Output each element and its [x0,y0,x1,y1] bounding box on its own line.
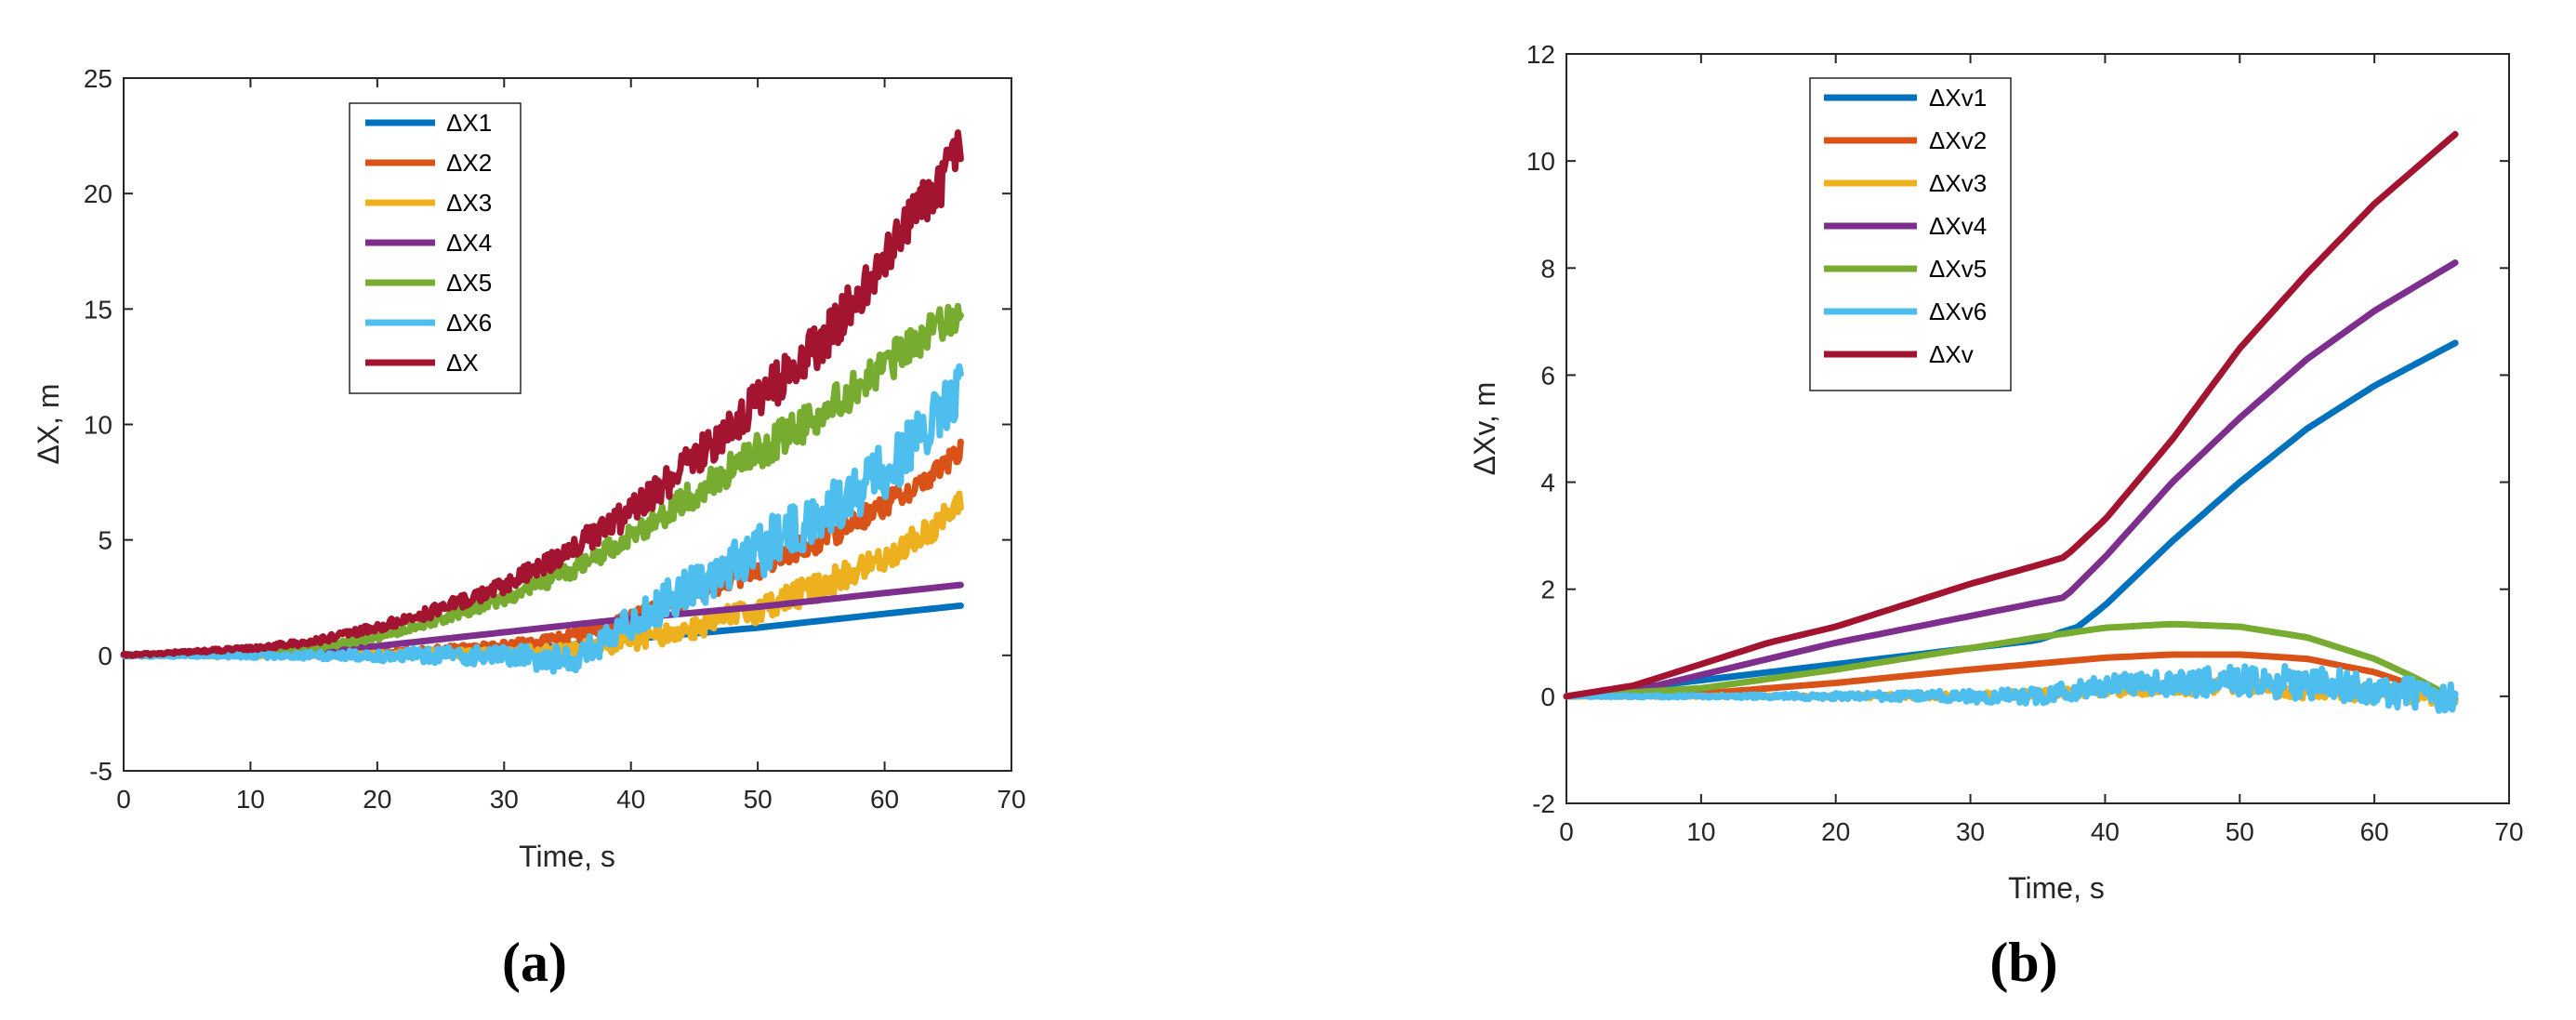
x-tick-label: 60 [870,785,899,814]
y-tick-label: 2 [1540,576,1555,604]
y-tick-label: -2 [1532,789,1555,818]
legend-label: ΔXv5 [1929,255,1987,283]
x-tick-label: 10 [1686,817,1715,846]
legend-label: ΔXv6 [1929,298,1987,325]
y-axis-label-b: ΔXv, m [1468,382,1501,476]
x-axis-label-b: Time, s [2008,871,2105,905]
legend-label: ΔX3 [446,189,492,217]
x-tick-label: 70 [2494,817,2523,846]
legend-label: ΔXv4 [1929,212,1987,240]
y-tick-label: -5 [89,757,112,786]
legend-a: ΔX1 ΔX2 ΔX3 ΔX4 ΔX5 ΔX6 ΔX [349,102,522,394]
y-tick-label: 12 [1526,40,1555,69]
series-line [120,129,964,659]
x-tick-label: 0 [1559,817,1574,846]
legend-label: ΔX6 [446,309,492,337]
series-group-a [120,129,964,675]
y-tick-label: 0 [98,642,112,670]
legend-label: ΔX1 [446,109,492,137]
y-tick-label: 15 [84,295,112,324]
legend-label: ΔXv1 [1929,84,1987,112]
legend-label: ΔX5 [446,269,492,297]
x-tick-label: 50 [744,785,773,814]
series-line [1563,259,2459,700]
legend-box-a [349,102,522,394]
x-tick-label: 60 [2360,817,2389,846]
y-tick-label: 4 [1540,469,1555,497]
series-line [1563,620,2459,703]
y-tick-label: 8 [1540,254,1555,283]
x-axis-label-a: Time, s [519,840,615,873]
x-tick-label: 70 [997,785,1025,814]
y-tick-label: 10 [84,411,112,440]
x-tick-label: 10 [236,785,265,814]
y-tick-label: 20 [84,179,112,208]
y-tick-label: 6 [1540,361,1555,390]
x-tick-label: 30 [1956,817,1985,846]
y-tick-label: 10 [1526,147,1555,176]
series-line [1563,663,2459,714]
x-tick-label: 40 [2091,817,2120,846]
caption-a: (a) [502,932,567,993]
legend-label: ΔX4 [446,229,492,257]
legend-b: ΔXv1 ΔXv2 ΔXv3 ΔXv4 ΔXv5 ΔXv6 ΔXv [1809,77,2012,391]
y-tick-label: 25 [84,64,112,93]
series-line [1563,130,2459,700]
x-tick-label: 20 [1821,817,1850,846]
series-line [120,363,964,675]
legend-label: ΔX2 [446,149,492,177]
legend-label: ΔX [446,349,479,377]
caption-b: (b) [1989,932,2057,993]
x-tick-label: 20 [363,785,391,814]
legend-label: ΔXv [1929,340,1974,368]
y-tick-label: 5 [98,526,112,555]
y-tick-label: 0 [1540,682,1555,711]
series-group-b [1563,130,2459,714]
x-tick-label: 40 [616,785,645,814]
x-tick-label: 0 [116,785,131,814]
legend-label: ΔXv3 [1929,169,1987,197]
legend-label: ΔXv2 [1929,126,1987,154]
y-axis-label-a: ΔX, m [32,383,65,464]
x-tick-label: 30 [490,785,519,814]
legend-box-b [1809,77,2012,391]
x-tick-label: 50 [2226,817,2254,846]
